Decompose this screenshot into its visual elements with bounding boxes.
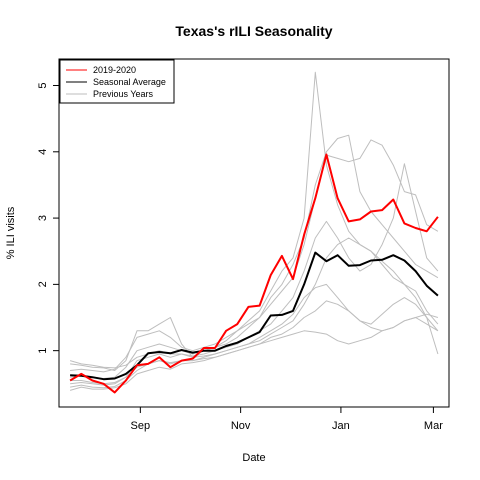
series-line-2019-2020 [69, 153, 439, 394]
y-axis: 1 2 3 4 5 [37, 82, 59, 354]
series-line-previous-year-1 [70, 71, 439, 371]
plot-frame [58, 58, 450, 408]
series-line-previous-year-2 [70, 134, 439, 373]
x-axis-label: Date [242, 452, 265, 464]
legend-entry-label: Previous Years [93, 89, 154, 99]
y-tick-label: 2 [37, 281, 49, 287]
chart-title: Texas's rILI Seasonality [175, 23, 332, 39]
y-tick-label: 4 [37, 149, 49, 155]
x-tick-label: Nov [231, 420, 251, 432]
series-lines [69, 71, 439, 394]
x-tick-label: Sep [131, 420, 151, 432]
series-line-seasonal-average [70, 251, 439, 381]
legend-entry-label: 2019-2020 [93, 65, 136, 75]
y-axis-label: % ILI visits [5, 206, 17, 259]
y-tick-label: 1 [37, 348, 49, 354]
series-line-previous-year-5 [70, 283, 439, 389]
x-tick-label: Mar [424, 420, 443, 432]
series-line-previous-year-3 [70, 139, 439, 379]
legend-entry-label: Seasonal Average [93, 77, 166, 87]
y-tick-label: 5 [37, 82, 49, 88]
series-line-previous-year-4 [70, 163, 439, 386]
legend: 2019-2020 Seasonal Average Previous Years [59, 59, 175, 104]
y-tick-label: 3 [37, 215, 49, 221]
x-axis: Sep Nov Jan Mar [131, 407, 443, 432]
x-tick-label: Jan [332, 420, 350, 432]
series-line-previous-year-7 [69, 237, 439, 369]
